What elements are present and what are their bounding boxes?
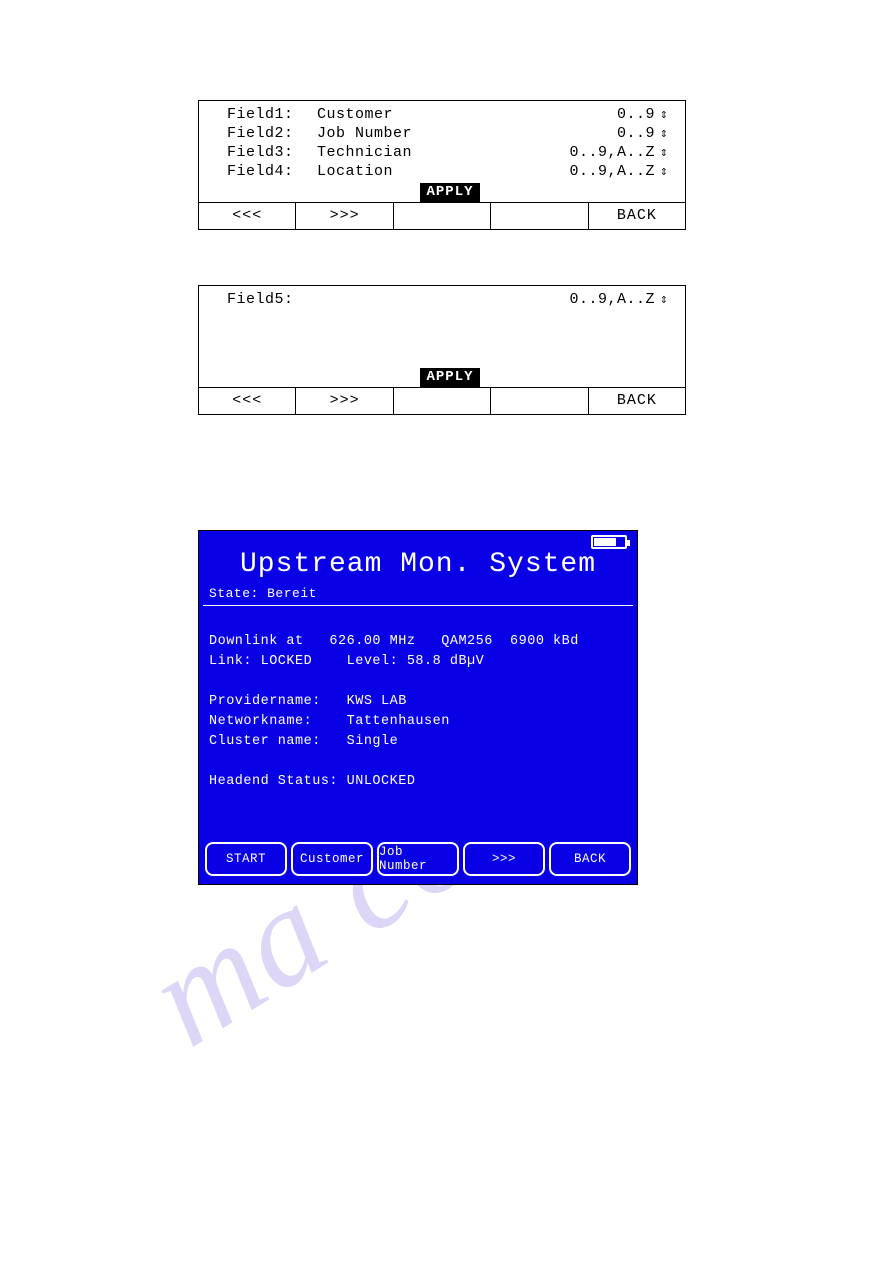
updown-icon[interactable]: ⇕	[655, 105, 673, 124]
apply-button[interactable]: APPLY	[420, 368, 479, 387]
softkey-empty	[394, 203, 491, 229]
updown-icon[interactable]: ⇕	[655, 124, 673, 143]
softkey-empty	[491, 388, 588, 414]
lcd1-field2-row[interactable]: Field2: Job Number 0..9 ⇕	[227, 124, 673, 143]
lcd-panel-2: Field5: 0..9,A..Z ⇕ APPLY <<< >>> BACK	[198, 285, 686, 415]
battery-icon	[591, 535, 627, 549]
softkey-prev[interactable]: <<<	[199, 203, 296, 229]
field-name: Technician	[317, 143, 569, 162]
separator	[203, 605, 633, 606]
field-name: Customer	[317, 105, 617, 124]
headend-line: Headend Status: UNLOCKED	[209, 774, 415, 789]
blue-body: Downlink at 626.00 MHz QAM256 6900 kBd L…	[199, 608, 637, 816]
lcd1-softkeys: <<< >>> BACK	[199, 202, 685, 229]
provider-line: Providername: KWS LAB	[209, 694, 407, 709]
updown-icon[interactable]: ⇕	[655, 290, 673, 309]
updown-icon[interactable]: ⇕	[655, 162, 673, 181]
field-label: Field3:	[227, 143, 317, 162]
lcd-panel-1: Field1: Customer 0..9 ⇕ Field2: Job Numb…	[198, 100, 686, 230]
softkey-next[interactable]: >>>	[296, 388, 393, 414]
lcd1-field4-row[interactable]: Field4: Location 0..9,A..Z ⇕	[227, 162, 673, 181]
network-line: Networkname: Tattenhausen	[209, 714, 450, 729]
softkey-back[interactable]: BACK	[589, 203, 685, 229]
state-label: State:	[209, 586, 259, 601]
link-line: Link: LOCKED Level: 58.8 dBµV	[209, 654, 484, 669]
downlink-line: Downlink at 626.00 MHz QAM256 6900 kBd	[209, 634, 579, 649]
lcd2-field5-row[interactable]: Field5: 0..9,A..Z ⇕	[227, 290, 673, 309]
updown-icon[interactable]: ⇕	[655, 143, 673, 162]
state-line: State: Bereit	[199, 580, 637, 603]
field-name: Job Number	[317, 124, 617, 143]
field-label: Field4:	[227, 162, 317, 181]
screen-title: Upstream Mon. System	[199, 531, 637, 580]
field-label: Field1:	[227, 105, 317, 124]
field-range: 0..9,A..Z	[569, 290, 655, 309]
lcd2-body: Field5: 0..9,A..Z ⇕ APPLY	[199, 286, 685, 387]
lcd1-field1-row[interactable]: Field1: Customer 0..9 ⇕	[227, 105, 673, 124]
field-range: 0..9,A..Z	[569, 143, 655, 162]
field-range: 0..9	[617, 105, 655, 124]
field-range: 0..9	[617, 124, 655, 143]
softkey-empty	[491, 203, 588, 229]
softkey-start[interactable]: START	[205, 842, 287, 876]
field-label: Field2:	[227, 124, 317, 143]
softkey-back[interactable]: BACK	[549, 842, 631, 876]
softkey-job-number[interactable]: Job Number	[377, 842, 459, 876]
field-name	[317, 290, 569, 309]
softkey-empty	[394, 388, 491, 414]
field-name: Location	[317, 162, 569, 181]
field-range: 0..9,A..Z	[569, 162, 655, 181]
softkey-next[interactable]: >>>	[296, 203, 393, 229]
blue-softkeys: START Customer Job Number >>> BACK	[205, 842, 631, 876]
apply-button[interactable]: APPLY	[420, 183, 479, 202]
softkey-more[interactable]: >>>	[463, 842, 545, 876]
softkey-customer[interactable]: Customer	[291, 842, 373, 876]
lcd1-field3-row[interactable]: Field3: Technician 0..9,A..Z ⇕	[227, 143, 673, 162]
softkey-back[interactable]: BACK	[589, 388, 685, 414]
upstream-monitor-screen: Upstream Mon. System State: Bereit Downl…	[198, 530, 638, 885]
lcd1-body: Field1: Customer 0..9 ⇕ Field2: Job Numb…	[199, 101, 685, 202]
softkey-prev[interactable]: <<<	[199, 388, 296, 414]
lcd2-softkeys: <<< >>> BACK	[199, 387, 685, 414]
state-value: Bereit	[267, 586, 317, 601]
field-label: Field5:	[227, 290, 317, 309]
cluster-line: Cluster name: Single	[209, 734, 398, 749]
